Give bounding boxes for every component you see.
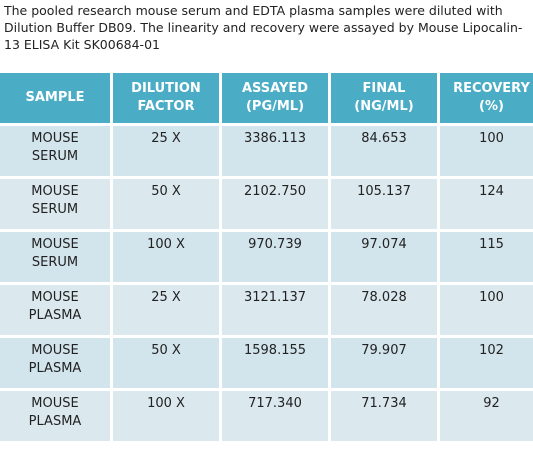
table-cell: 124 (440, 179, 533, 229)
table-row: MOUSE SERUM 50 X 2102.750 105.137 124 (0, 179, 533, 229)
table-cell: 100 (440, 126, 533, 176)
table-cell: 3121.137 (222, 285, 328, 335)
table-cell: 717.340 (222, 391, 328, 441)
table-cell: 71.734 (331, 391, 437, 441)
results-table: SAMPLE DILUTION FACTOR ASSAYED (PG/ML) FINA… (0, 70, 533, 444)
table-cell: 92 (440, 391, 533, 441)
table-row: MOUSE SERUM 25 X 3386.113 84.653 100 (0, 126, 533, 176)
table-cell: 50 X (113, 179, 219, 229)
table-cell: 2102.750 (222, 179, 328, 229)
table-row: MOUSE SERUM 100 X 970.739 97.074 115 (0, 232, 533, 282)
table-cell: 25 X (113, 126, 219, 176)
table-cell: 1598.155 (222, 338, 328, 388)
header-cell: RECOVERY (%) (440, 73, 533, 123)
table-cell: 100 X (113, 391, 219, 441)
table-cell: MOUSE SERUM (0, 126, 110, 176)
table-cell: MOUSE PLASMA (0, 391, 110, 441)
table-cell: MOUSE SERUM (0, 179, 110, 229)
table-cell: MOUSE PLASMA (0, 285, 110, 335)
header-cell: DILUTION FACTOR (113, 73, 219, 123)
header-row: SAMPLE DILUTION FACTOR ASSAYED (PG/ML) FINA… (0, 73, 533, 123)
table-cell: 78.028 (331, 285, 437, 335)
header-cell: ASSAYED (PG/ML) (222, 73, 328, 123)
table-cell: 105.137 (331, 179, 437, 229)
header-cell: SAMPLE (0, 73, 110, 123)
table-cell: 25 X (113, 285, 219, 335)
table-cell: 50 X (113, 338, 219, 388)
table-cell: 102 (440, 338, 533, 388)
table-cell: 100 (440, 285, 533, 335)
table-cell: 100 X (113, 232, 219, 282)
table-body: MOUSE SERUM 25 X 3386.113 84.653 100 MOUSE SE… (0, 126, 533, 441)
table-cell: 79.907 (331, 338, 437, 388)
table-cell: 970.739 (222, 232, 328, 282)
intro-text: The pooled research mouse serum and EDTA… (4, 3, 523, 52)
table-cell: MOUSE PLASMA (0, 338, 110, 388)
table-cell: 3386.113 (222, 126, 328, 176)
header-cell: FINAL (NG/ML) (331, 73, 437, 123)
table-cell: 97.074 (331, 232, 437, 282)
table-cell: 84.653 (331, 126, 437, 176)
table-cell: 115 (440, 232, 533, 282)
table-row: MOUSE PLASMA 50 X 1598.155 79.907 102 (0, 338, 533, 388)
table-cell: MOUSE SERUM (0, 232, 110, 282)
table-row: MOUSE PLASMA 100 X 717.340 71.734 92 (0, 391, 533, 441)
table-row: MOUSE PLASMA 25 X 3121.137 78.028 100 (0, 285, 533, 335)
